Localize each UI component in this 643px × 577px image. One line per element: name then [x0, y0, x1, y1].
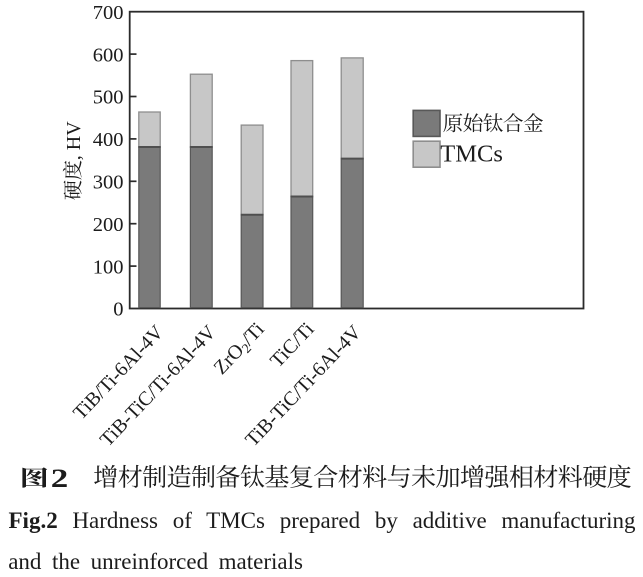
svg-text:2: 2: [51, 463, 68, 493]
svg-text:0: 0: [113, 299, 123, 321]
svg-text:100: 100: [93, 256, 124, 278]
svg-text:500: 500: [93, 87, 124, 109]
svg-text:400: 400: [93, 129, 124, 151]
svg-text:600: 600: [93, 44, 124, 66]
svg-text:TiB/Ti-6Al-4V: TiB/Ti-6Al-4V: [69, 321, 168, 424]
svg-text:, HV: , HV: [63, 121, 85, 160]
svg-text:ZrO2/Ti: ZrO2/Ti: [210, 318, 271, 380]
svg-text:TMCs: TMCs: [440, 140, 503, 167]
svg-text:700: 700: [93, 2, 124, 24]
svg-text:200: 200: [93, 214, 124, 236]
svg-text:300: 300: [93, 172, 124, 194]
